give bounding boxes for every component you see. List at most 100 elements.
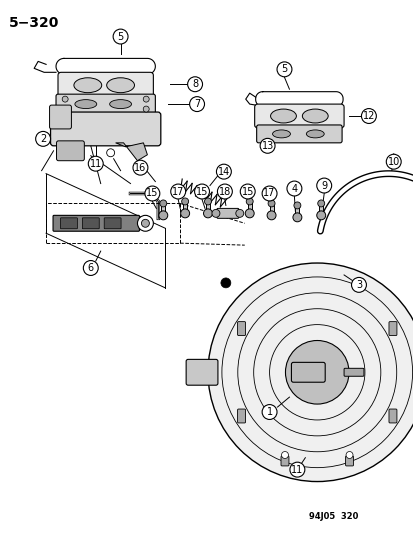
Circle shape [216,164,231,179]
Text: 5: 5 [281,64,287,74]
Circle shape [292,213,301,222]
Text: 5−320: 5−320 [9,15,59,30]
Circle shape [143,96,149,102]
Circle shape [133,160,147,175]
Text: 11: 11 [291,465,303,474]
Polygon shape [269,204,273,215]
FancyBboxPatch shape [237,321,245,336]
Polygon shape [247,201,251,213]
Circle shape [317,200,324,207]
Circle shape [62,96,68,102]
FancyBboxPatch shape [50,112,160,146]
FancyBboxPatch shape [345,456,353,466]
FancyBboxPatch shape [280,456,288,466]
Circle shape [159,211,167,220]
Polygon shape [115,143,147,161]
FancyBboxPatch shape [50,105,71,129]
Ellipse shape [109,100,131,109]
Text: 7: 7 [193,99,200,109]
Ellipse shape [107,78,134,93]
Ellipse shape [270,109,296,123]
FancyBboxPatch shape [60,218,77,229]
FancyBboxPatch shape [56,94,155,114]
Circle shape [316,178,331,193]
Circle shape [207,263,413,481]
Circle shape [289,462,304,477]
FancyBboxPatch shape [58,72,153,98]
Circle shape [244,209,254,218]
FancyBboxPatch shape [388,321,396,336]
Circle shape [281,451,288,458]
Circle shape [194,184,209,199]
FancyBboxPatch shape [216,208,238,219]
Circle shape [235,209,243,217]
Ellipse shape [74,78,102,93]
Circle shape [203,209,212,218]
Text: 11: 11 [89,159,102,168]
Circle shape [285,341,348,404]
Circle shape [143,106,149,112]
Text: 16: 16 [134,163,146,173]
Polygon shape [206,201,209,213]
Circle shape [268,200,274,207]
Circle shape [221,278,230,288]
Circle shape [83,261,98,276]
Text: 3: 3 [355,280,361,290]
Circle shape [385,154,400,169]
Circle shape [316,211,325,220]
FancyBboxPatch shape [291,362,325,382]
Circle shape [145,186,159,201]
Text: 15: 15 [146,189,158,198]
Text: 10: 10 [387,157,399,167]
Text: 15: 15 [195,187,208,197]
Circle shape [36,132,50,147]
Circle shape [180,209,189,218]
Circle shape [261,405,276,419]
Circle shape [62,106,68,112]
Circle shape [351,277,366,292]
Circle shape [181,198,188,205]
Circle shape [211,209,219,217]
Text: 2: 2 [40,134,46,144]
Circle shape [259,139,274,154]
FancyBboxPatch shape [388,409,396,423]
Text: 9: 9 [320,181,327,190]
Circle shape [137,215,153,231]
Ellipse shape [272,130,290,138]
Circle shape [276,62,291,77]
FancyBboxPatch shape [254,104,343,128]
Circle shape [204,198,211,205]
Polygon shape [318,204,323,215]
Circle shape [246,198,253,205]
Text: 8: 8 [192,79,198,89]
Text: 4: 4 [291,183,297,193]
Circle shape [170,184,185,199]
Text: 6: 6 [88,263,94,273]
Circle shape [217,184,232,199]
Circle shape [345,451,352,458]
Ellipse shape [306,130,323,138]
Circle shape [113,29,128,44]
Circle shape [286,181,301,196]
FancyBboxPatch shape [104,218,121,229]
Polygon shape [295,205,299,217]
Text: 5: 5 [117,31,123,42]
FancyBboxPatch shape [57,141,84,161]
Circle shape [107,149,114,157]
Circle shape [189,96,204,111]
Text: 17: 17 [171,187,184,197]
Ellipse shape [75,100,97,109]
FancyBboxPatch shape [343,368,363,376]
Circle shape [240,184,254,199]
Text: 94J05  320: 94J05 320 [309,512,358,521]
FancyBboxPatch shape [237,409,245,423]
Circle shape [141,219,149,227]
FancyBboxPatch shape [256,125,341,143]
FancyBboxPatch shape [82,218,99,229]
Circle shape [261,186,276,201]
Text: 13: 13 [261,141,273,151]
Text: 15: 15 [241,187,253,197]
Circle shape [266,211,275,220]
FancyBboxPatch shape [186,359,217,385]
Circle shape [159,200,166,207]
